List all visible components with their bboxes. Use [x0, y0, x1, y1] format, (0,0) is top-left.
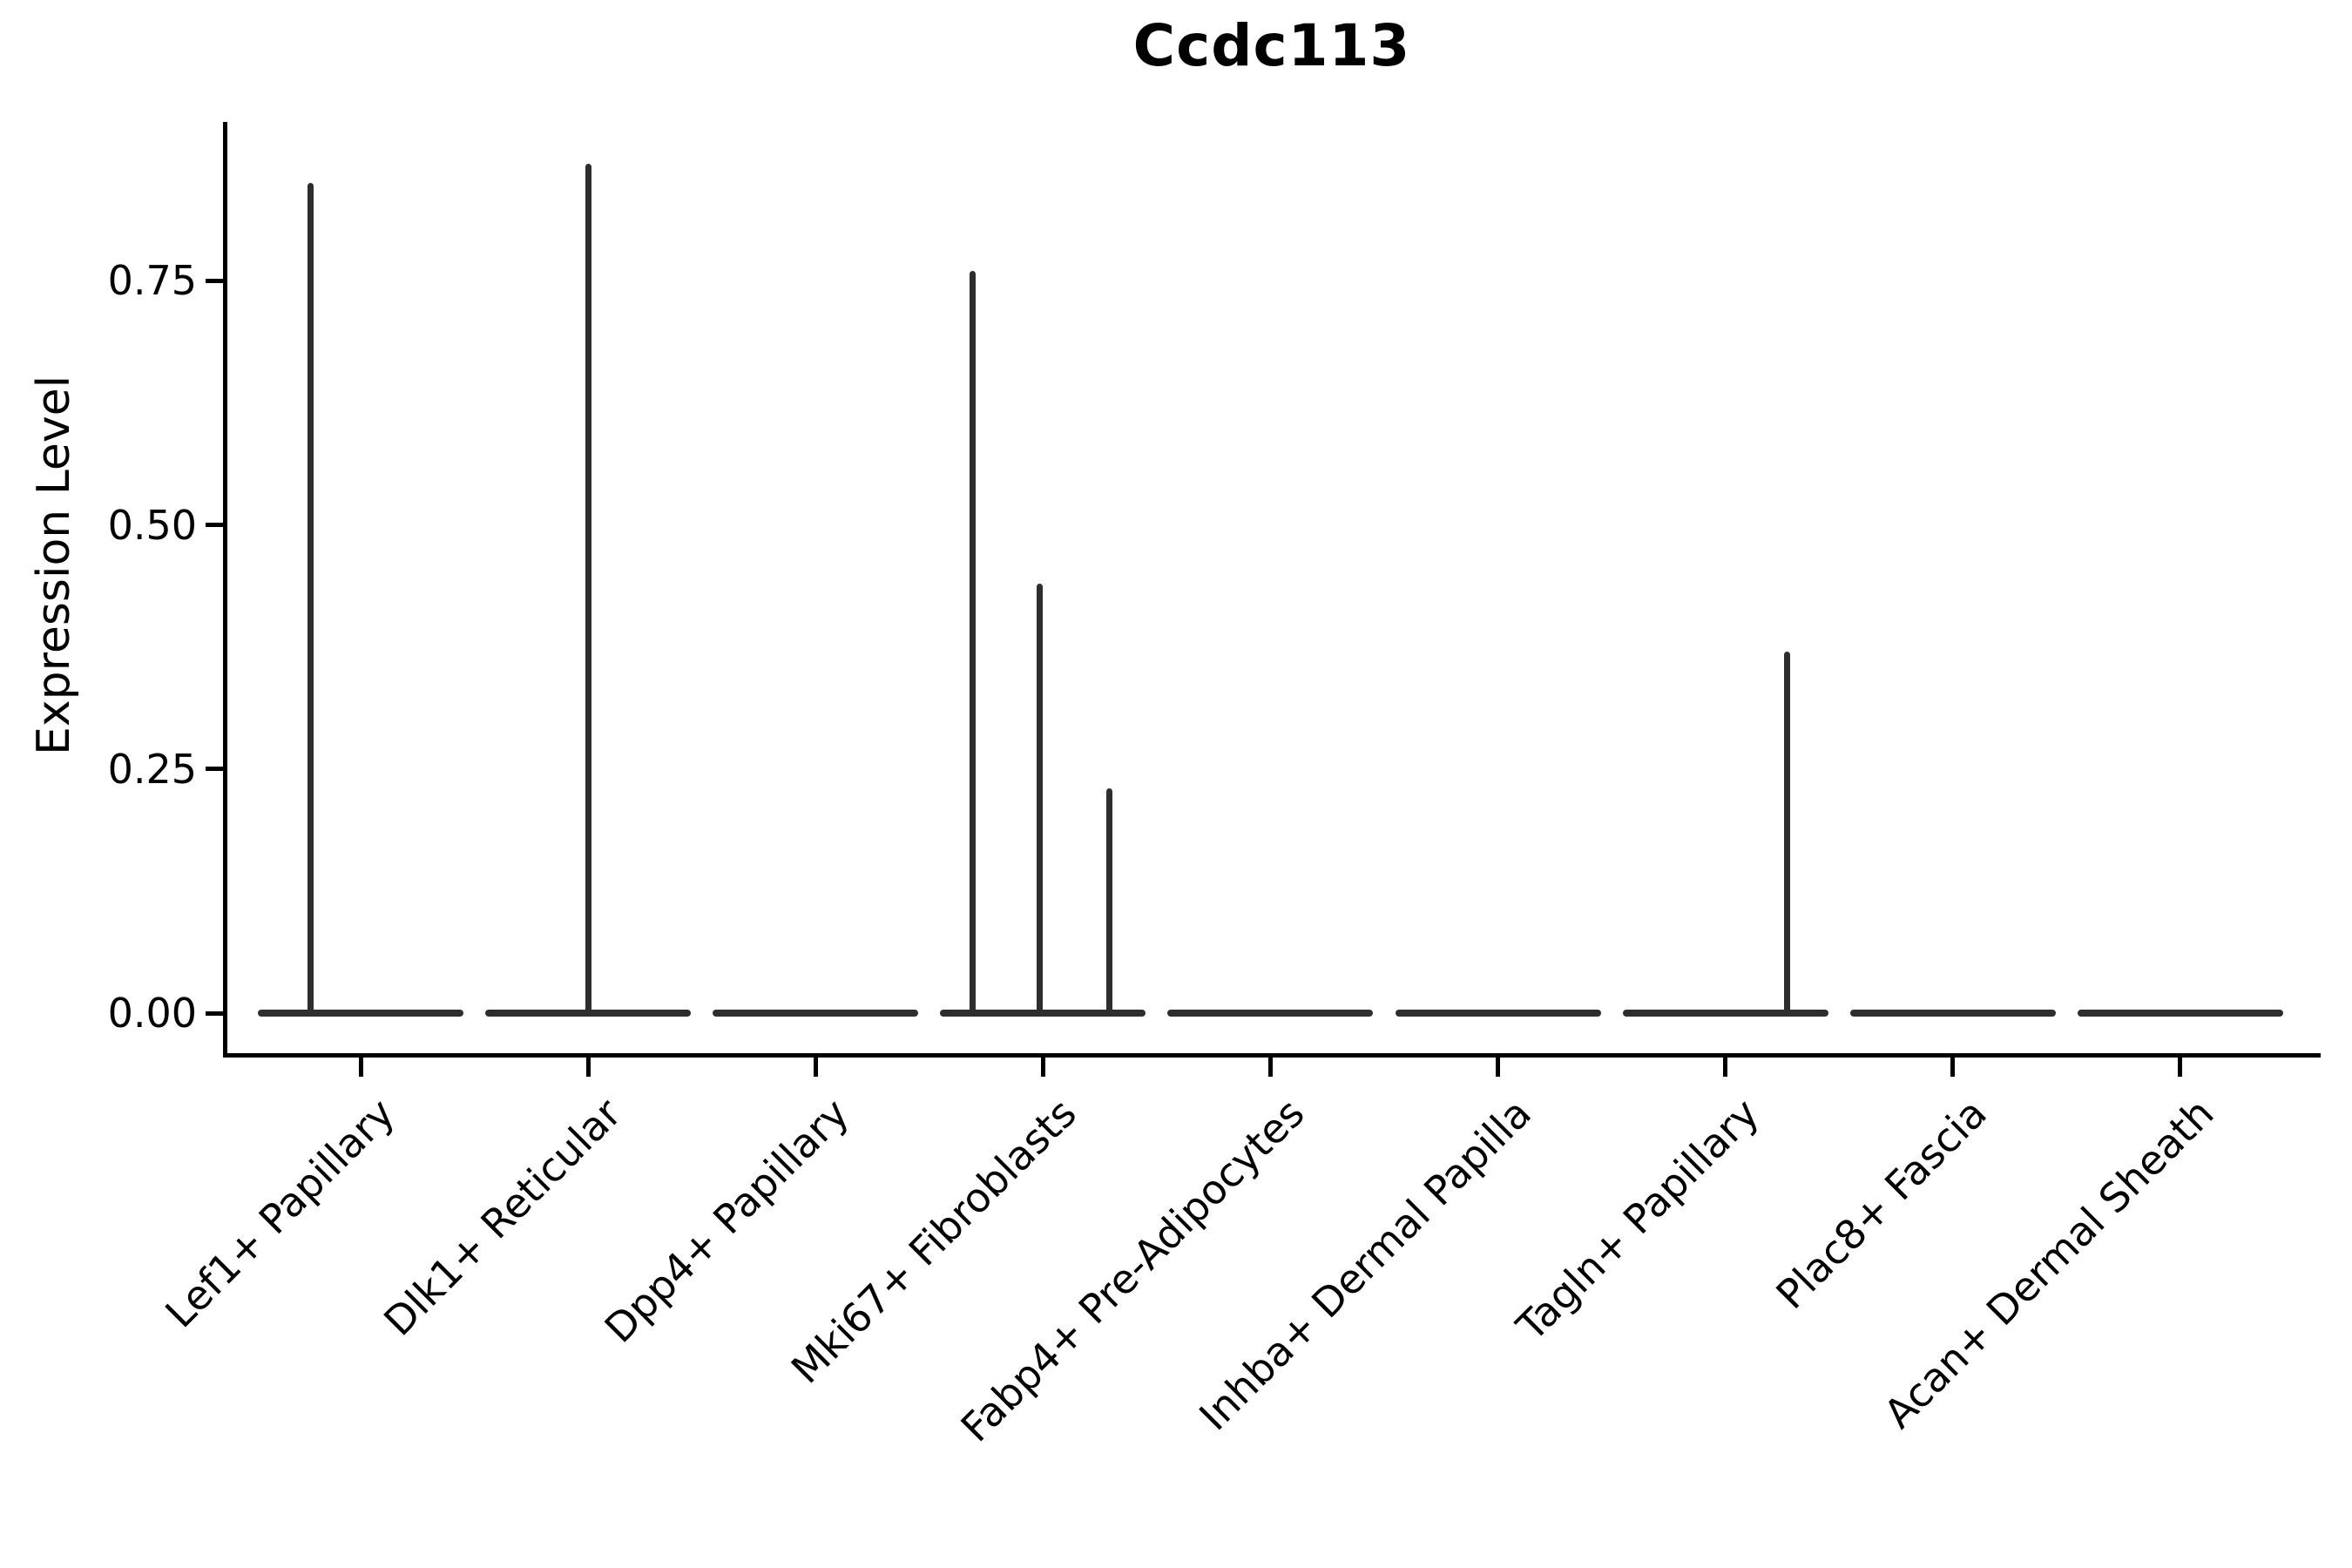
violin-spike: [308, 183, 314, 1013]
violin-base: [1395, 1010, 1601, 1017]
x-tick: [813, 1058, 818, 1077]
y-tick-label: 0.75: [107, 257, 197, 305]
y-tick-label: 0.25: [107, 745, 197, 793]
x-tick-label: Tagln+ Papillary: [1507, 1089, 1768, 1350]
y-tick: [206, 1010, 223, 1016]
chart-title: Ccdc113: [1132, 12, 1411, 79]
y-tick-label: 0.50: [107, 501, 197, 549]
x-tick-label: Dlk1+ Reticular: [375, 1089, 631, 1345]
x-tick-label: Lef1+ Papillary: [155, 1089, 403, 1337]
x-tick: [1496, 1058, 1500, 1077]
violin-base: [1167, 1010, 1374, 1017]
violin-base: [485, 1010, 692, 1017]
violin-base: [713, 1010, 919, 1017]
violin-spike: [1783, 652, 1790, 1013]
y-tick: [206, 523, 223, 527]
x-tick-label: Plac8+ Fascia: [1767, 1089, 1996, 1318]
x-tick: [585, 1058, 591, 1077]
y-tick: [206, 278, 223, 283]
violin-base: [258, 1010, 463, 1017]
x-tick: [1723, 1058, 1728, 1077]
x-tick: [1040, 1058, 1045, 1077]
violin-base: [940, 1010, 1146, 1017]
x-axis-spine: [223, 1053, 2321, 1058]
violin-base: [1849, 1010, 2056, 1017]
violin-spike: [1105, 788, 1112, 1013]
x-tick-label: Dpp4+ Papillary: [595, 1089, 858, 1352]
x-tick: [2178, 1058, 2183, 1077]
violin-base: [2077, 1010, 2283, 1017]
y-axis-spine: [223, 122, 227, 1058]
x-tick: [1267, 1058, 1273, 1077]
x-tick: [358, 1058, 363, 1077]
violin-spike: [1036, 583, 1043, 1013]
y-axis-label: Expression Level: [28, 375, 80, 756]
violin-spike: [969, 271, 976, 1013]
x-tick: [1950, 1058, 1956, 1077]
y-tick-label: 0.00: [107, 990, 197, 1037]
violin-base: [1622, 1010, 1828, 1017]
violin-spike: [585, 163, 591, 1013]
y-tick: [206, 767, 223, 772]
